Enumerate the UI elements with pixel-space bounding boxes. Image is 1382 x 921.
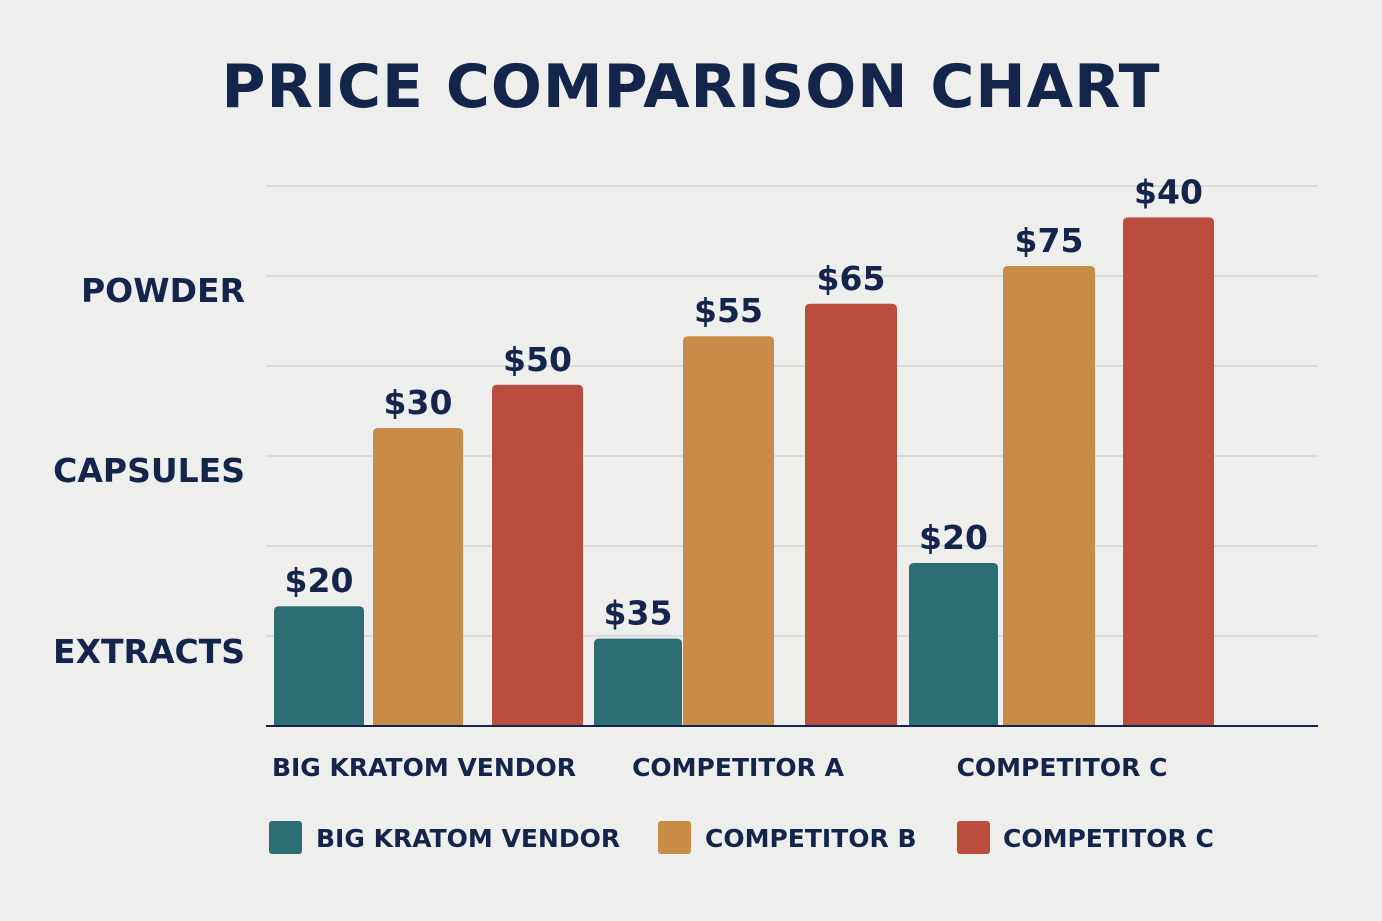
- bar: [1003, 266, 1095, 725]
- legend-swatch: [957, 821, 990, 854]
- bar: [909, 563, 998, 725]
- data-label: $20: [919, 518, 988, 557]
- bar: [492, 384, 583, 725]
- y-tick-label: POWDER: [81, 271, 245, 310]
- data-label: $55: [694, 291, 763, 330]
- bar: [594, 638, 682, 725]
- chart-title: PRICE COMPARISON CHART: [221, 52, 1161, 122]
- legend-swatch: [658, 821, 691, 854]
- bar: [274, 606, 364, 725]
- data-labels: $20 $30 $50 $35 $55 $65 $20 $75 $40: [285, 172, 1203, 632]
- bar: [1123, 217, 1214, 725]
- bar: [805, 303, 897, 725]
- legend-swatch: [269, 821, 302, 854]
- y-tick-label: EXTRACTS: [53, 632, 245, 671]
- y-tick-label: CAPSULES: [53, 451, 245, 490]
- data-label: $30: [384, 383, 453, 422]
- legend-label: COMPETITOR B: [705, 824, 917, 853]
- data-label: $65: [817, 259, 886, 298]
- data-label: $75: [1015, 221, 1084, 260]
- x-tick-label: BIG KRATOM VENDOR: [272, 753, 576, 782]
- legend: BIG KRATOM VENDOR COMPETITOR B COMPETITO…: [269, 821, 1214, 854]
- data-label: $40: [1134, 172, 1203, 211]
- data-label: $20: [285, 561, 354, 600]
- data-label: $50: [503, 340, 572, 379]
- x-tick-label: COMPETITOR C: [957, 753, 1168, 782]
- legend-label: BIG KRATOM VENDOR: [316, 824, 620, 853]
- legend-label: COMPETITOR C: [1003, 824, 1214, 853]
- x-tick-label: COMPETITOR A: [632, 753, 844, 782]
- bars: [274, 217, 1214, 725]
- bar: [683, 336, 774, 725]
- bar: [373, 428, 463, 725]
- data-label: $35: [604, 594, 673, 633]
